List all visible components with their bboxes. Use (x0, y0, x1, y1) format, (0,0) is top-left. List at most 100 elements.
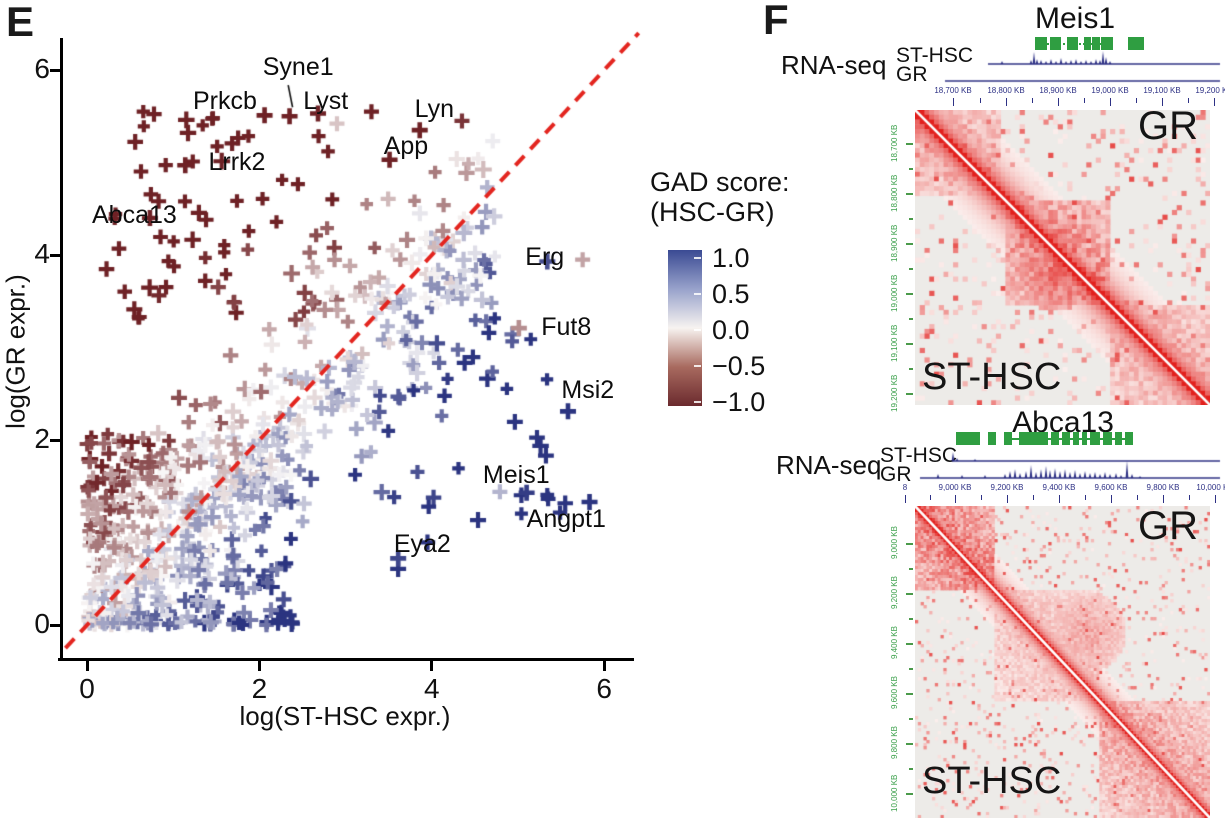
ruler-tick-minor (1085, 495, 1087, 500)
ruler-tick-minor (981, 495, 983, 500)
gene-exon-box (1125, 432, 1133, 445)
y-tick (50, 438, 61, 442)
scatter-plot-canvas (50, 30, 650, 670)
gene-label-lrrk2: Lrrk2 (208, 147, 266, 176)
hic-y-tick-major (906, 593, 913, 595)
hic-y-tick-minor (909, 618, 913, 620)
gene-model-abca13 (950, 431, 1150, 447)
ruler-tick-minor (1189, 495, 1191, 500)
hic-upper-label-2: GR (1138, 504, 1198, 548)
ruler-tick-major (1007, 495, 1009, 503)
ruler-tick-minor (1137, 495, 1139, 500)
rnaseq-label-1: RNA-seq (781, 50, 887, 80)
ruler-tick-minor (1136, 98, 1138, 103)
x-axis-title: log(ST-HSC expr.) (239, 701, 451, 731)
gene-label-syne1: Syne1 (262, 53, 334, 82)
panel-f-label: F (763, 0, 789, 43)
hic-heatmap-meis1 (915, 110, 1210, 405)
x-axis-line (58, 658, 634, 661)
ruler-tick-major (955, 495, 957, 503)
ruler-tick-major (1058, 98, 1060, 106)
gene-exon-box (988, 432, 996, 445)
ruler-label: 19,100 KB (1143, 86, 1181, 95)
hic-y-tick-major (906, 243, 913, 245)
colorbar-gradient (668, 250, 702, 406)
colorbar-tick-mark (694, 257, 701, 259)
ruler-label: 9,600 KB (1094, 483, 1128, 492)
ruler-tick-major (905, 495, 907, 503)
gene-label-meis1: Meis1 (482, 461, 550, 490)
hic-y-tick-minor (909, 318, 913, 320)
x-tick-label: 4 (424, 673, 440, 704)
ruler-tick-major (1214, 98, 1216, 106)
x-tick-label: 2 (251, 673, 268, 704)
x-tick (430, 661, 434, 671)
ruler-tick-major (1215, 495, 1217, 503)
y-tick-label: 2 (34, 423, 50, 454)
hic-heatmap-abca13 (915, 506, 1210, 818)
colorbar-title-line1: GAD score: (650, 167, 790, 197)
gene-label-abca13: Abca13 (92, 201, 177, 230)
hic-y-axis-label: 9,800 KB (890, 726, 899, 760)
ruler-tick-major (1162, 98, 1164, 106)
ruler-tick-major (953, 98, 955, 106)
y-tick (50, 68, 61, 72)
ruler-tick-minor (930, 495, 932, 500)
colorbar-tick-label: −0.5 (712, 351, 766, 381)
gene-label-eya2: Eya2 (393, 530, 451, 559)
x-tick (85, 661, 89, 671)
colorbar-tick-label: 1.0 (712, 243, 750, 273)
gene-exon-box (1090, 432, 1100, 445)
ruler-tick-minor (1032, 98, 1034, 103)
y-tick (50, 623, 61, 627)
hic-y-tick-minor (909, 718, 913, 720)
ruler-tick-minor (1188, 98, 1190, 103)
rnaseq-tracks-canvas-2 (880, 442, 1225, 490)
x-tick (602, 661, 606, 671)
hic-y-axis-label: 9,400 KB (890, 626, 899, 660)
gene-exon-box (1004, 432, 1012, 445)
hic-y-tick-major (906, 393, 913, 395)
hic-y-tick-minor (909, 368, 913, 370)
y-tick (50, 253, 61, 257)
hic-y-tick-major (906, 643, 913, 645)
ruler-label: 8 (902, 483, 908, 492)
gene-label-fut8: Fut8 (541, 313, 592, 342)
x-tick (257, 661, 261, 671)
gene-exon-box (1062, 432, 1070, 445)
colorbar-tick-mark (694, 401, 701, 403)
hic-upper-label-1: GR (1138, 104, 1198, 148)
y-tick-label: 4 (34, 238, 50, 269)
gene-exon-box (1019, 432, 1048, 445)
hic-y-axis-label: 9,200 KB (890, 576, 899, 610)
hic-y-tick-minor (909, 668, 913, 670)
hic-y-tick-minor (909, 268, 913, 270)
hic-y-tick-major (906, 693, 913, 695)
y-tick-label: 0 (34, 608, 50, 639)
hic-y-axis-label: 9,600 KB (890, 676, 899, 710)
rnaseq-label-2: RNA-seq (776, 450, 882, 480)
gene-label-angpt1: Angpt1 (526, 504, 606, 533)
gene-label-lyn: Lyn (414, 94, 455, 123)
ruler-tick-minor (1084, 98, 1086, 103)
hic-y-tick-minor (909, 568, 913, 570)
rnaseq-tracks-canvas-1 (880, 42, 1225, 90)
ruler-label: 18,700 KB (934, 86, 972, 95)
y-axis-line (60, 38, 63, 661)
hic-y-tick-minor (909, 218, 913, 220)
ruler-tick-major (1163, 495, 1165, 503)
ruler-tick-minor (1033, 495, 1035, 500)
hic-y-axis-label: 18,800 KB (890, 174, 899, 212)
hic-y-tick-major (906, 293, 913, 295)
ruler-label: 9,400 KB (1042, 483, 1076, 492)
ruler-label: 9,800 KB (1146, 483, 1180, 492)
gene-label-lyst: Lyst (303, 87, 349, 116)
ruler-tick-major (1111, 495, 1113, 503)
gene-exon-box (956, 432, 980, 445)
ruler-label: 9,200 KB (990, 483, 1024, 492)
gene-exon-box (1082, 432, 1087, 445)
gene-exon-box (1073, 432, 1079, 445)
hic-lower-label-2: ST-HSC (922, 760, 1062, 802)
ruler-tick-major (1059, 495, 1061, 503)
